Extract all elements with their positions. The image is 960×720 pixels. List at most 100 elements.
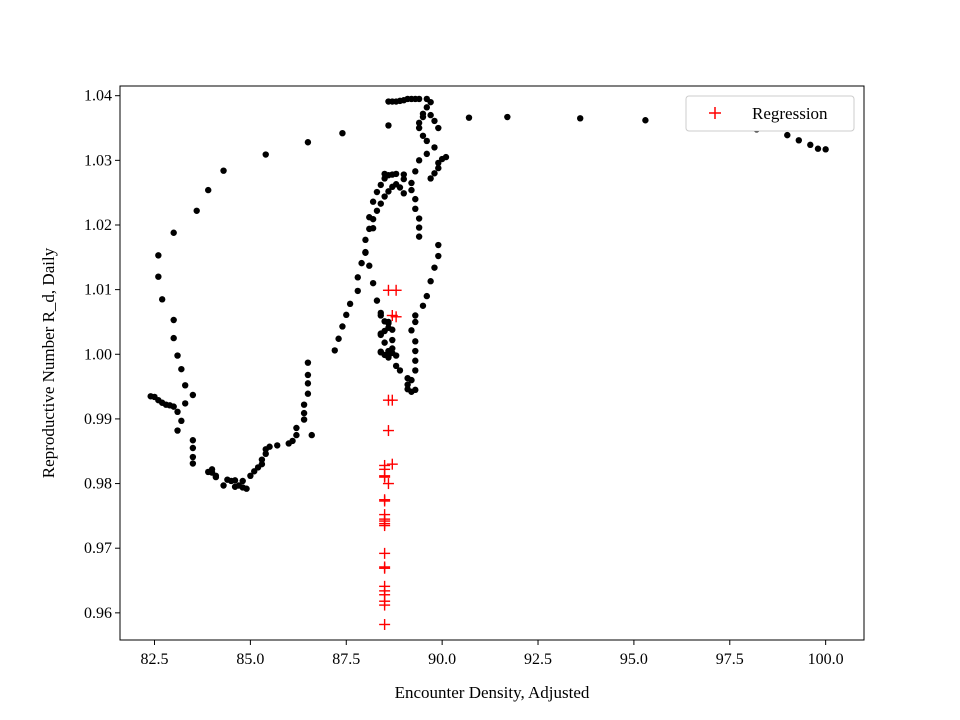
data-point	[404, 381, 411, 388]
data-point	[155, 273, 162, 280]
x-tick-label: 90.0	[428, 651, 456, 668]
data-point	[435, 164, 442, 172]
y-tick-label: 1.01	[84, 282, 112, 299]
data-point	[412, 357, 419, 364]
data-point	[170, 334, 177, 342]
regression-point	[379, 495, 391, 507]
data-point	[362, 249, 369, 256]
data-point	[385, 347, 392, 355]
data-point	[577, 115, 584, 122]
data-point	[415, 224, 423, 231]
regression-point	[379, 547, 391, 559]
data-point	[362, 236, 369, 244]
data-point	[822, 146, 829, 153]
regression-point	[386, 458, 398, 470]
legend-label-regression: Regression	[752, 104, 828, 123]
data-point	[304, 371, 312, 379]
data-point	[174, 352, 181, 359]
data-point	[369, 198, 377, 205]
data-point	[189, 453, 197, 461]
x-tick-label: 85.0	[236, 651, 264, 668]
data-point	[427, 175, 434, 182]
data-point	[431, 144, 438, 151]
y-tick-label: 0.96	[84, 605, 112, 622]
regression-point	[379, 618, 391, 630]
data-point	[423, 150, 431, 158]
data-point	[304, 359, 312, 366]
data-point	[807, 141, 814, 149]
data-point	[412, 205, 419, 213]
x-axis-label: Encounter Density, Adjusted	[395, 683, 590, 702]
data-point	[412, 338, 419, 345]
data-point	[442, 153, 450, 161]
data-point	[343, 311, 350, 319]
legend-box	[685, 95, 855, 132]
data-point	[243, 485, 250, 492]
data-point	[385, 122, 392, 129]
y-tick-label: 1.00	[84, 346, 112, 363]
y-axis-ticks: 0.96 0.97 0.98 0.99 1.00 1.01 1.02 1.03 1.04	[84, 88, 120, 622]
data-point	[412, 367, 419, 374]
data-point	[385, 188, 392, 195]
data-point	[300, 416, 308, 423]
y-tick-label: 1.02	[84, 217, 112, 234]
data-point	[346, 300, 354, 308]
data-point	[408, 179, 415, 187]
data-point	[381, 193, 388, 200]
y-axis-label: Reproductive Number R_d, Daily	[39, 247, 58, 478]
data-point	[189, 444, 197, 452]
data-point	[415, 157, 423, 164]
regression-point	[382, 425, 394, 437]
data-point	[415, 119, 423, 127]
data-point	[400, 190, 407, 197]
data-point	[369, 279, 377, 287]
x-axis-ticks: 82.5 85.0 87.5 90.0 92.5 95.0 97.5 100.0	[141, 640, 844, 668]
data-point	[208, 466, 216, 473]
data-point	[266, 443, 273, 450]
data-point	[408, 186, 415, 194]
data-point	[178, 365, 185, 373]
data-point	[258, 456, 266, 463]
data-point	[814, 145, 822, 152]
data-point	[400, 171, 407, 178]
data-point	[174, 427, 181, 434]
x-tick-label: 100.0	[808, 651, 844, 668]
legend-marker-regression	[709, 107, 721, 119]
data-point	[431, 170, 438, 177]
data-point	[304, 139, 312, 146]
data-point	[385, 320, 392, 327]
data-point	[435, 252, 442, 260]
data-point	[412, 168, 419, 175]
data-point	[396, 184, 404, 191]
data-point	[339, 129, 346, 137]
data-point	[339, 323, 346, 330]
data-point	[373, 188, 381, 196]
data-point	[274, 442, 281, 449]
data-point	[239, 477, 246, 485]
regression-point	[386, 309, 398, 321]
data-point	[377, 312, 384, 319]
x-tick-label: 95.0	[620, 651, 648, 668]
data-point	[423, 95, 431, 103]
data-point	[415, 124, 423, 132]
data-point	[262, 450, 269, 458]
data-point	[155, 252, 162, 259]
data-point	[231, 477, 239, 484]
data-point	[258, 460, 266, 468]
data-point	[504, 113, 511, 121]
data-point	[419, 132, 427, 139]
data-point	[331, 347, 338, 354]
data-point	[300, 409, 308, 417]
data-point	[423, 137, 431, 145]
regression-point	[379, 599, 391, 611]
data-point	[304, 380, 312, 387]
data-point	[381, 339, 388, 346]
data-point	[366, 262, 373, 269]
data-point	[369, 225, 377, 232]
data-point	[335, 335, 342, 342]
data-point	[412, 347, 419, 355]
data-point	[427, 278, 434, 285]
data-point	[412, 386, 419, 394]
data-point	[419, 110, 427, 117]
